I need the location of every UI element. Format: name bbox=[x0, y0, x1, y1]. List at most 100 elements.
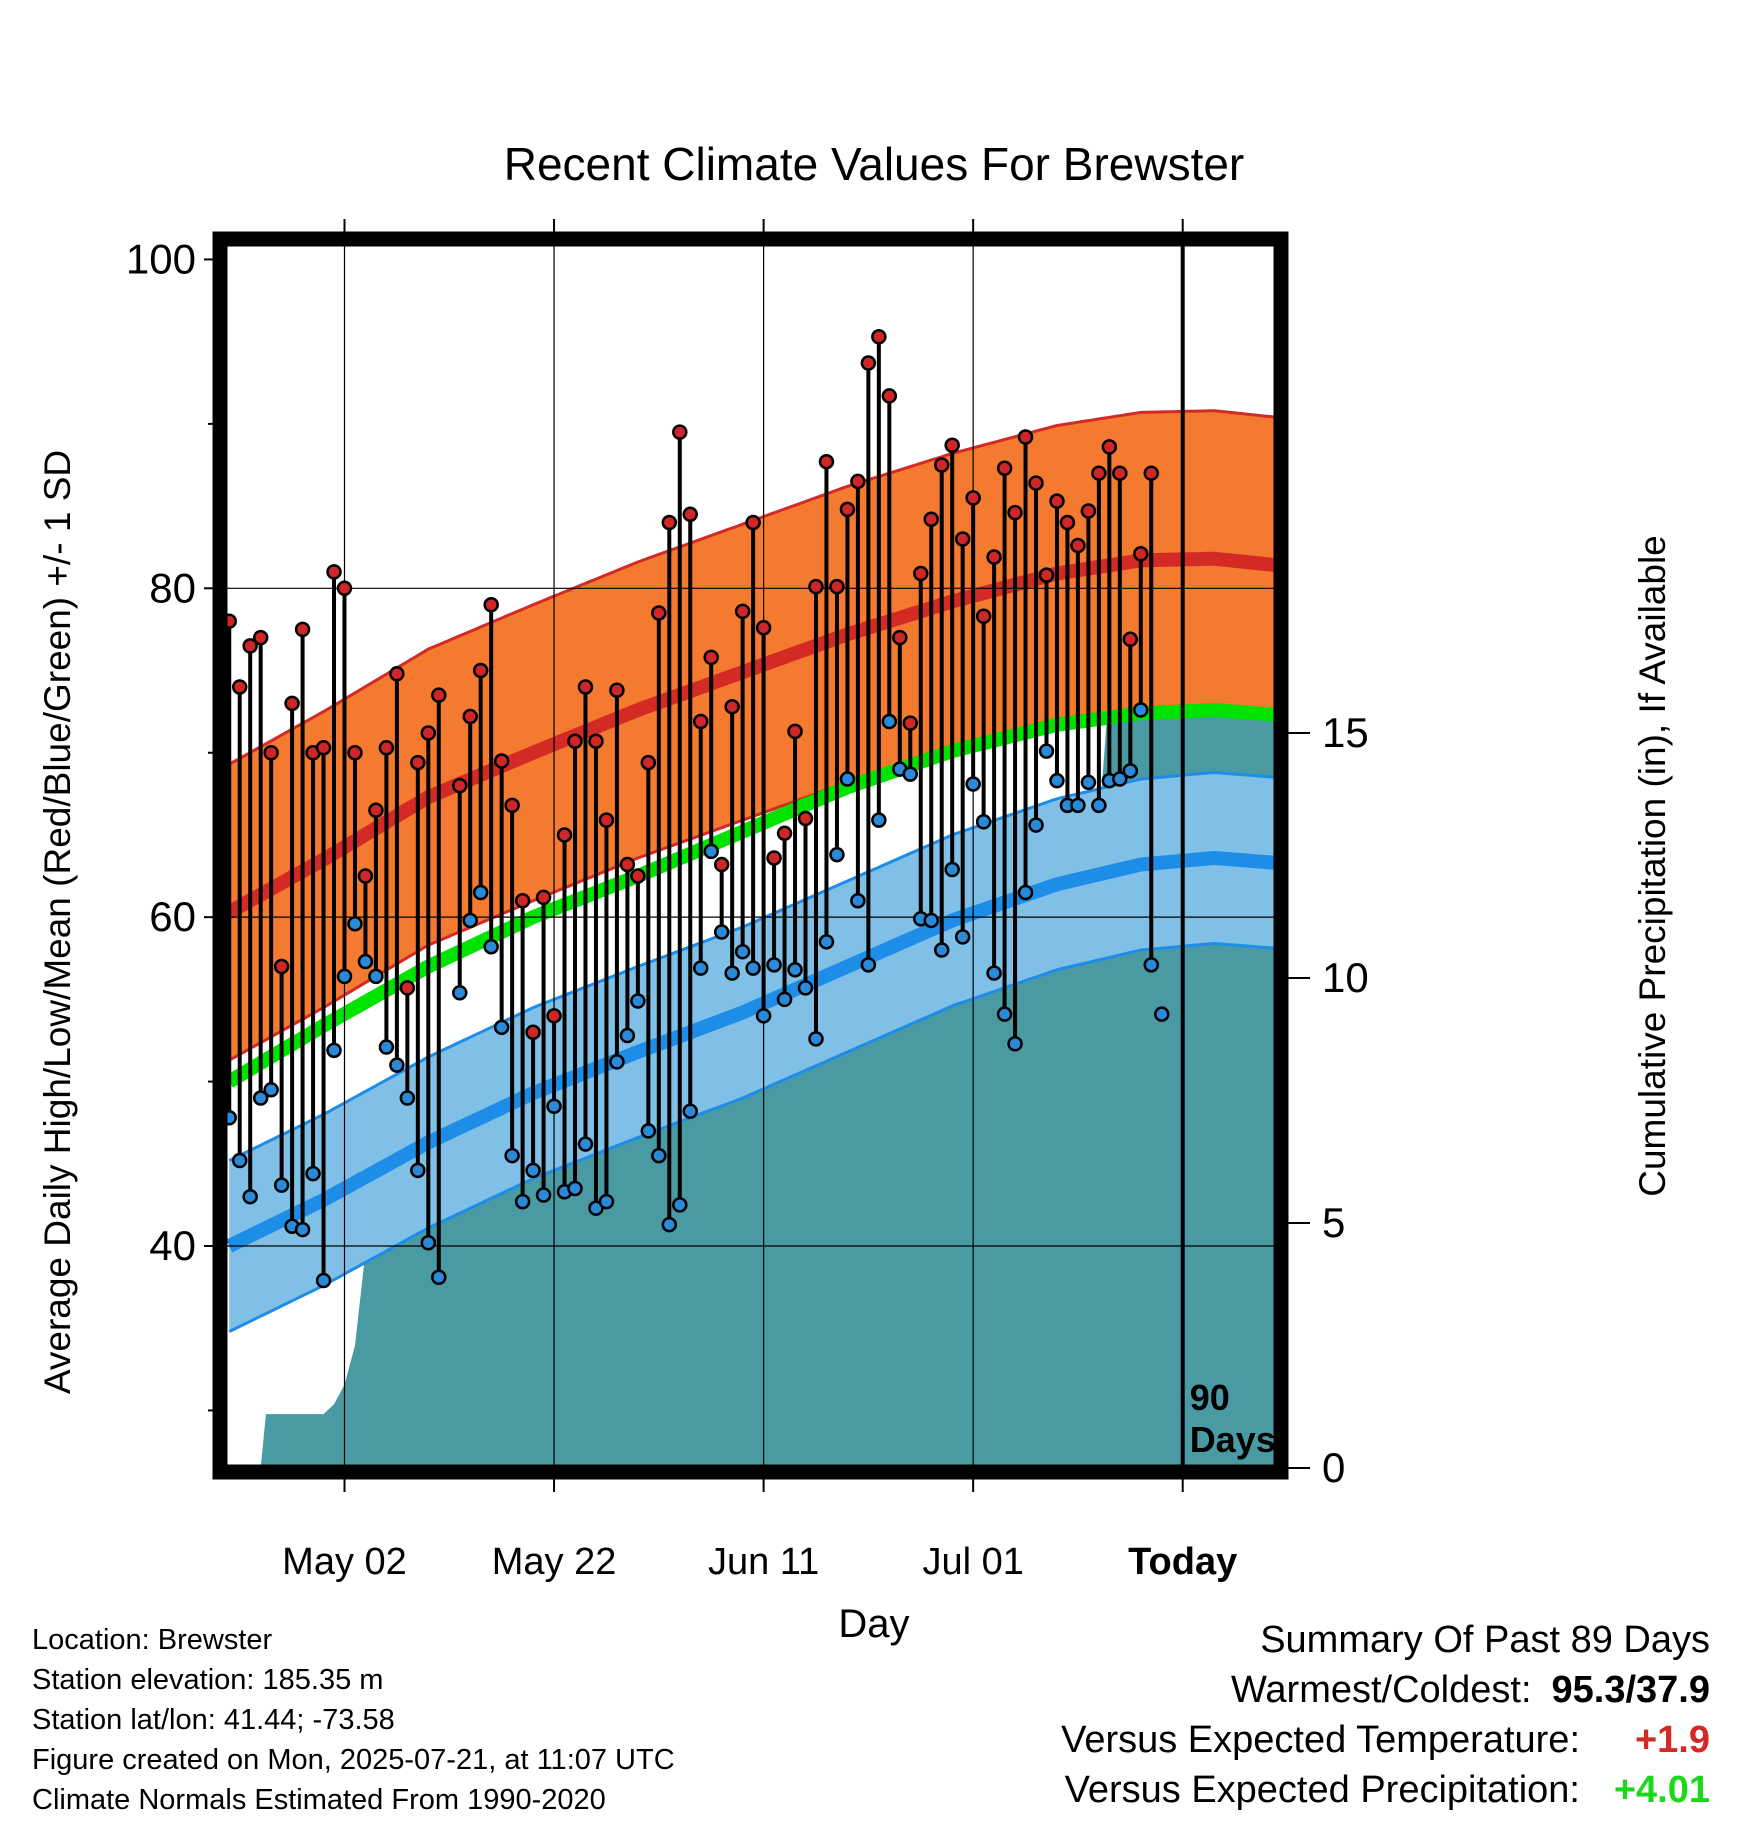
daily-high-point bbox=[713, 856, 730, 873]
daily-high-point bbox=[252, 629, 269, 646]
daily-high-point bbox=[1091, 465, 1107, 481]
daily-low-point bbox=[483, 939, 499, 955]
station-info: Location: Brewster Station elevation: 18… bbox=[32, 1620, 675, 1820]
normal-low-line bbox=[226, 850, 1277, 1253]
daily-low-point bbox=[703, 843, 719, 860]
daily-low-point bbox=[818, 934, 835, 950]
daily-high-point bbox=[368, 802, 384, 819]
daily-high-point bbox=[242, 638, 258, 654]
daily-low-point bbox=[672, 1197, 688, 1213]
daily-high-point bbox=[420, 725, 437, 741]
y-tick-label: 40 bbox=[149, 1222, 196, 1269]
normals-text: Climate Normals Estimated From 1990-2020 bbox=[32, 1784, 606, 1816]
daily-high-point bbox=[315, 740, 332, 756]
temp-label: Versus Expected Temperature: bbox=[1061, 1719, 1580, 1761]
daily-high-point bbox=[535, 889, 552, 906]
daily-high-point bbox=[797, 810, 814, 827]
y-tick-label: 100 bbox=[126, 235, 196, 282]
daily-high-point bbox=[954, 531, 971, 547]
daily-high-point bbox=[294, 621, 311, 638]
daily-high-point bbox=[598, 812, 615, 828]
today-annotation-number: 90 bbox=[1190, 1377, 1230, 1418]
daily-low-point bbox=[954, 929, 971, 945]
daily-low-point bbox=[577, 1136, 594, 1152]
daily-high-point bbox=[755, 620, 772, 636]
daily-low-point bbox=[242, 1188, 258, 1205]
daily-high-point bbox=[703, 649, 719, 666]
y-tick-label: 60 bbox=[149, 893, 196, 940]
daily-high-point bbox=[902, 715, 919, 731]
daily-high-point bbox=[588, 733, 604, 749]
daily-low-point bbox=[850, 892, 866, 909]
daily-high-point bbox=[1007, 504, 1023, 521]
daily-high-point bbox=[263, 744, 279, 761]
daily-high-point bbox=[996, 460, 1013, 477]
daily-high-point bbox=[933, 457, 950, 473]
daily-low-point bbox=[567, 1180, 583, 1197]
daily-low-point bbox=[609, 1054, 625, 1070]
daily-low-point bbox=[1007, 1036, 1023, 1052]
daily-low-point bbox=[294, 1221, 311, 1238]
warm-cold-value: 95.3/37.9 bbox=[1551, 1669, 1710, 1711]
daily-high-point bbox=[1080, 503, 1097, 519]
daily-low-point bbox=[1112, 771, 1128, 787]
daily-low-point bbox=[399, 1090, 416, 1106]
daily-high-point bbox=[504, 797, 520, 814]
summary-heading: Summary Of Past 89 Days bbox=[1260, 1619, 1710, 1661]
daily-low-point bbox=[1133, 702, 1149, 718]
daily-low-point bbox=[1028, 817, 1044, 833]
y2-tick-label: 15 bbox=[1322, 709, 1369, 756]
daily-high-point bbox=[567, 733, 583, 749]
plot-frame bbox=[212, 231, 1289, 1480]
daily-high-point bbox=[326, 564, 342, 580]
daily-low-point bbox=[1091, 797, 1107, 814]
daily-low-point bbox=[755, 1008, 772, 1024]
daily-low-point bbox=[766, 957, 782, 973]
daily-low-point bbox=[368, 968, 384, 985]
daily-high-point bbox=[483, 596, 499, 613]
daily-high-point bbox=[577, 679, 594, 695]
daily-high-point bbox=[944, 437, 960, 453]
y2-tick-label: 0 bbox=[1322, 1444, 1345, 1491]
daily-low-point bbox=[839, 771, 856, 787]
summary-panel: Summary Of Past 89 Days Warmest/Coldest:… bbox=[1061, 1615, 1710, 1815]
daily-high-point bbox=[640, 754, 657, 771]
daily-low-point bbox=[682, 1103, 699, 1119]
daily-high-point bbox=[389, 666, 405, 682]
y2-axis-label: Cumulative Precipitation (in), If Availa… bbox=[1632, 535, 1673, 1197]
x-tick-label: Jul 01 bbox=[922, 1541, 1023, 1583]
today-annotation-unit: Days bbox=[1190, 1419, 1276, 1460]
daily-high-point bbox=[776, 825, 793, 842]
daily-high-point bbox=[284, 695, 300, 712]
daily-high-point bbox=[818, 453, 835, 470]
daily-low-point bbox=[881, 713, 898, 730]
daily-low-point bbox=[514, 1193, 531, 1210]
daily-low-point bbox=[630, 993, 646, 1009]
daily-low-point bbox=[598, 1193, 615, 1210]
daily-low-point bbox=[231, 1152, 248, 1169]
daily-low-point bbox=[902, 766, 919, 782]
daily-high-point bbox=[357, 868, 374, 884]
daily-high-point bbox=[1143, 465, 1160, 481]
daily-low-point bbox=[252, 1090, 269, 1106]
daily-low-point bbox=[305, 1165, 321, 1182]
daily-high-point bbox=[546, 1008, 562, 1024]
daily-high-point bbox=[1028, 475, 1044, 491]
daily-low-point bbox=[776, 991, 793, 1008]
x-tick-label: May 22 bbox=[492, 1541, 617, 1583]
daily-high-point bbox=[839, 501, 856, 518]
daily-high-point bbox=[787, 723, 803, 740]
daily-low-point bbox=[326, 1042, 342, 1059]
daily-high-point bbox=[514, 892, 531, 909]
daily-high-point bbox=[745, 514, 761, 531]
daily-high-point bbox=[850, 473, 866, 490]
daily-high-point bbox=[347, 744, 363, 761]
daily-high-point bbox=[923, 511, 939, 527]
daily-low-point bbox=[965, 776, 981, 792]
y-tick-label: 80 bbox=[149, 564, 196, 611]
daily-high-point bbox=[986, 549, 1002, 565]
summary-precip: Versus Expected Precipitation: +4.01 bbox=[1061, 1765, 1710, 1815]
daily-high-point bbox=[871, 328, 887, 345]
